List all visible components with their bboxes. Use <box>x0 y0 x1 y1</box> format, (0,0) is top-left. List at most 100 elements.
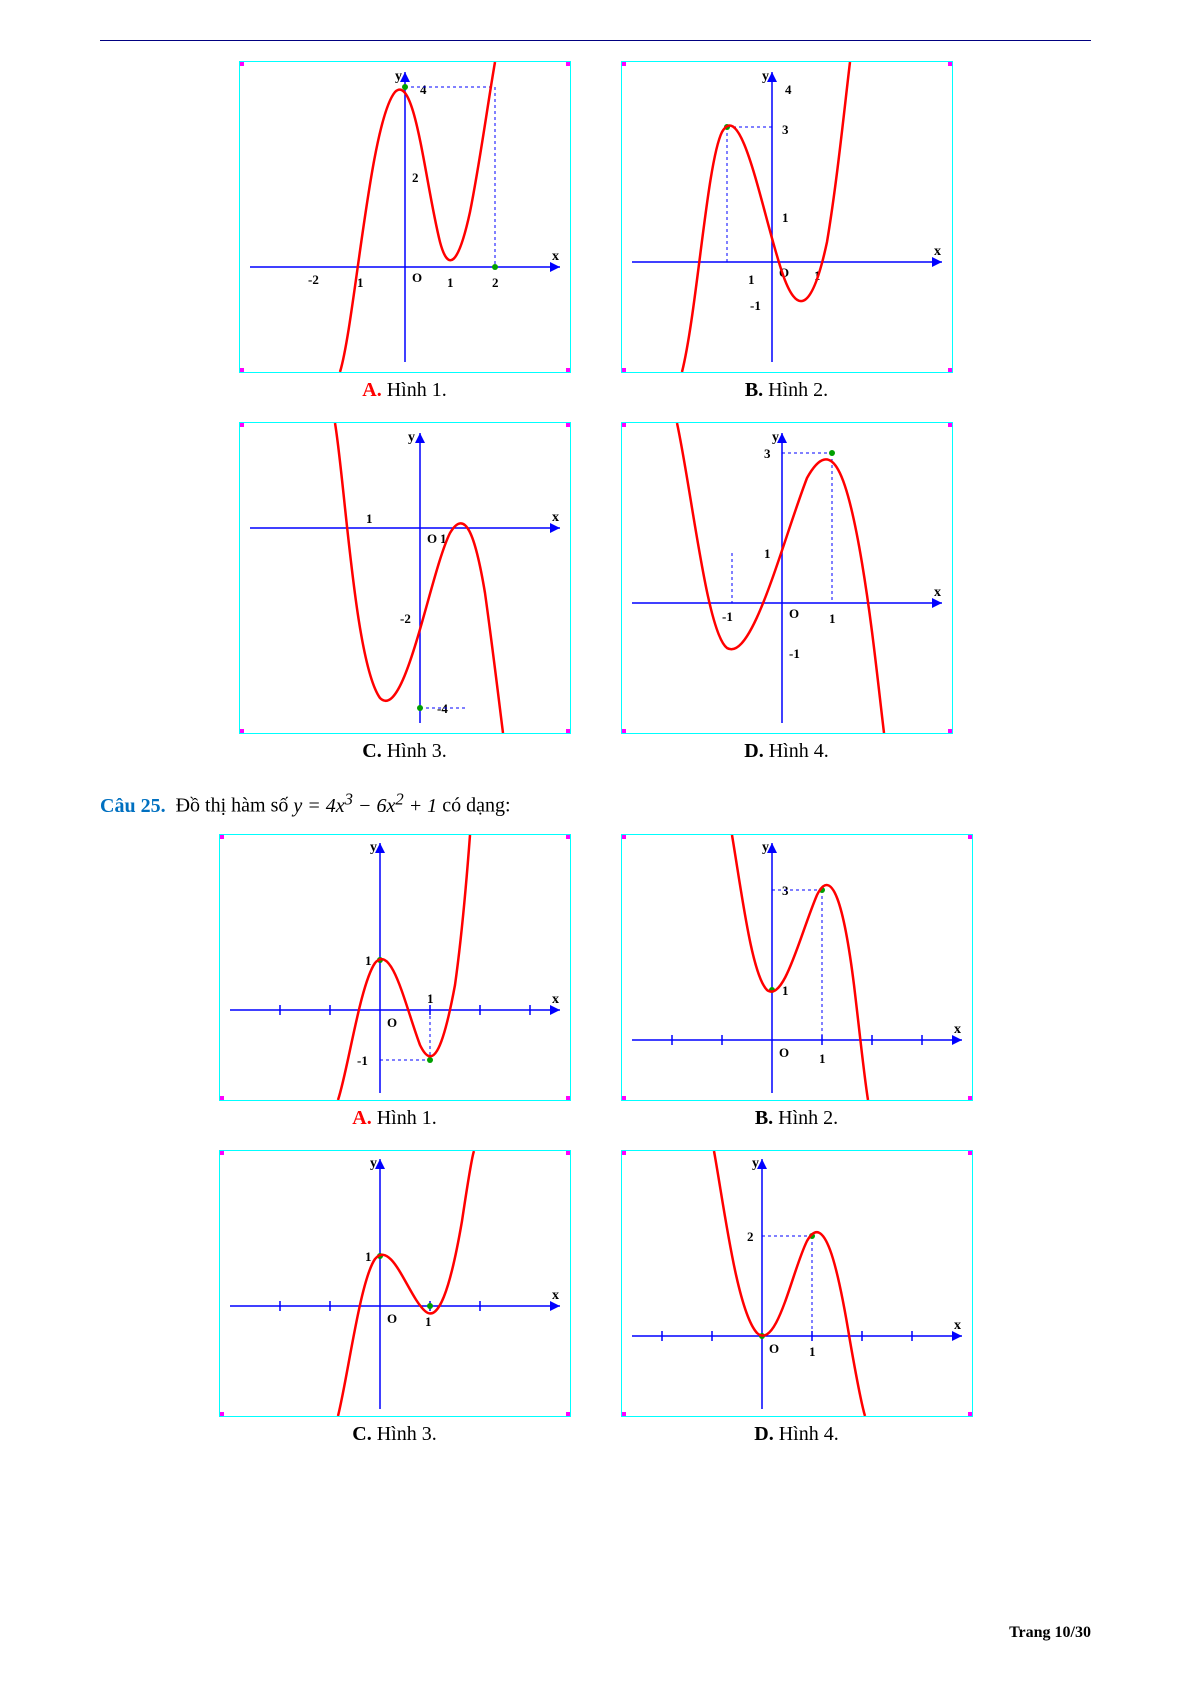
question-number: Câu 25. <box>100 795 166 818</box>
svg-text:1: 1 <box>365 953 372 968</box>
svg-text:x: x <box>552 1288 559 1303</box>
svg-text:y: y <box>408 430 415 445</box>
question-text: Đồ thị hàm số y = 4x3 − 6x2 + 1 có dạng: <box>176 789 511 818</box>
svg-text:O: O <box>427 531 437 546</box>
svg-text:x: x <box>552 510 559 525</box>
caption-q25-A: A. Hình 1. <box>352 1107 436 1130</box>
svg-text:O: O <box>412 270 422 285</box>
opt-label: Hình 1. <box>387 379 447 401</box>
svg-text:2: 2 <box>412 170 419 185</box>
svg-text:2: 2 <box>747 1229 754 1244</box>
q24-row-bottom: y x O 1 1 -2 -4 <box>100 422 1091 775</box>
svg-text:1: 1 <box>425 1314 432 1329</box>
svg-text:y: y <box>752 1156 759 1171</box>
opt-letter: B. <box>755 1107 773 1129</box>
caption-q25-C: C. Hình 3. <box>352 1423 436 1446</box>
opt-label: Hình 2. <box>778 1107 838 1129</box>
graph-q24-4: y x O 3 1 -1 1 -1 <box>621 422 953 734</box>
svg-text:1: 1 <box>748 272 755 287</box>
opt-label: Hình 2. <box>768 379 828 401</box>
svg-text:x: x <box>934 585 941 600</box>
svg-text:-1: -1 <box>722 609 733 624</box>
graph-q25-2: y x O 3 1 1 <box>621 834 973 1101</box>
svg-text:3: 3 <box>764 446 771 461</box>
svg-text:1: 1 <box>447 275 454 290</box>
q24-option-D: y x O 3 1 -1 1 -1 <box>621 422 953 775</box>
svg-text:-2: -2 <box>400 611 411 626</box>
svg-text:1: 1 <box>427 991 434 1006</box>
svg-text:4: 4 <box>785 82 792 97</box>
svg-text:x: x <box>954 1022 961 1037</box>
svg-text:1: 1 <box>357 275 364 290</box>
svg-text:y: y <box>762 840 769 855</box>
opt-label: Hình 1. <box>377 1107 437 1129</box>
graph-q25-1: y x O 1 1 -1 <box>219 834 571 1101</box>
opt-label: Hình 4. <box>769 740 829 762</box>
opt-label: Hình 4. <box>779 1423 839 1445</box>
svg-text:2: 2 <box>492 275 499 290</box>
caption-q24-B: B. Hình 2. <box>745 379 828 402</box>
caption-q25-D: D. Hình 4. <box>754 1423 838 1446</box>
opt-letter: A. <box>362 379 381 401</box>
q25-option-D: y x O 2 1 <box>621 1150 973 1458</box>
q25-option-B: y x O 3 1 1 <box>621 834 973 1142</box>
question-25: Câu 25. Đồ thị hàm số y = 4x3 − 6x2 + 1 … <box>100 789 1091 818</box>
q-prefix: Đồ thị hàm số <box>176 795 294 817</box>
opt-letter: C. <box>352 1423 371 1445</box>
svg-text:O: O <box>769 1341 779 1356</box>
svg-text:-1: -1 <box>789 646 800 661</box>
graph-q24-2: y x O 4 3 1 1 1 -1 <box>621 61 953 373</box>
graph-q24-3: y x O 1 1 -2 -4 <box>239 422 571 734</box>
svg-text:x: x <box>954 1318 961 1333</box>
q-suffix: có dạng: <box>442 795 510 817</box>
q24-row-top: y x O -2 1 1 2 2 4 <box>100 61 1091 414</box>
opt-letter: C. <box>362 740 381 762</box>
q25-row-bottom: y x O 1 1 <box>100 1150 1091 1458</box>
opt-letter: D. <box>744 740 763 762</box>
svg-text:1: 1 <box>782 210 789 225</box>
q25-option-C: y x O 1 1 <box>219 1150 571 1458</box>
svg-text:O: O <box>387 1311 397 1326</box>
svg-text:x: x <box>552 992 559 1007</box>
caption-q24-C: C. Hình 3. <box>362 740 446 763</box>
svg-text:O: O <box>387 1015 397 1030</box>
svg-text:1: 1 <box>366 511 373 526</box>
q24-option-C: y x O 1 1 -2 -4 <box>239 422 571 775</box>
q24-option-A: y x O -2 1 1 2 2 4 <box>239 61 571 414</box>
caption-q24-D: D. Hình 4. <box>744 740 828 763</box>
svg-text:1: 1 <box>809 1344 816 1359</box>
svg-text:1: 1 <box>819 1051 826 1066</box>
svg-text:-1: -1 <box>357 1053 368 1068</box>
svg-text:y: y <box>772 430 779 445</box>
svg-text:-2: -2 <box>308 272 319 287</box>
graph-q25-4: y x O 2 1 <box>621 1150 973 1417</box>
opt-label: Hình 3. <box>387 740 447 762</box>
svg-text:3: 3 <box>782 122 789 137</box>
caption-q25-B: B. Hình 2. <box>755 1107 838 1130</box>
opt-letter: B. <box>745 379 763 401</box>
svg-text:4: 4 <box>420 82 427 97</box>
svg-text:1: 1 <box>365 1249 372 1264</box>
graph-q24-1: y x O -2 1 1 2 2 4 <box>239 61 571 373</box>
graph-q25-3: y x O 1 1 <box>219 1150 571 1417</box>
svg-text:-1: -1 <box>750 298 761 313</box>
caption-q24-A: A. Hình 1. <box>362 379 446 402</box>
q24-option-B: y x O 4 3 1 1 1 -1 <box>621 61 953 414</box>
opt-letter: D. <box>754 1423 773 1445</box>
svg-text:y: y <box>370 1156 377 1171</box>
q-formula: y = 4x3 − 6x2 + 1 <box>293 795 442 817</box>
q25-row-top: y x O 1 1 -1 <box>100 834 1091 1142</box>
q25-option-A: y x O 1 1 -1 <box>219 834 571 1142</box>
svg-text:1: 1 <box>829 611 836 626</box>
svg-text:1: 1 <box>764 546 771 561</box>
svg-text:y: y <box>395 69 402 84</box>
svg-text:y: y <box>762 69 769 84</box>
svg-text:1: 1 <box>782 983 789 998</box>
svg-text:x: x <box>552 249 559 264</box>
opt-letter: A. <box>352 1107 371 1129</box>
top-rule <box>100 40 1091 41</box>
page-footer: Trang 10/30 <box>1009 1624 1091 1642</box>
svg-text:O: O <box>779 1045 789 1060</box>
svg-text:O: O <box>789 606 799 621</box>
svg-text:x: x <box>934 244 941 259</box>
